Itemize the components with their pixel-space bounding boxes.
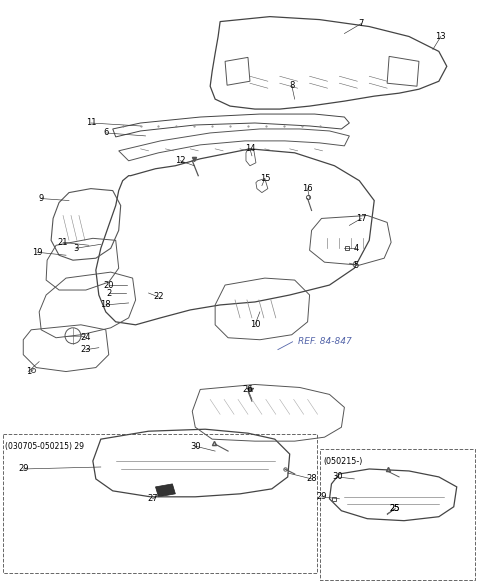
- Text: 23: 23: [81, 345, 91, 354]
- Text: 30: 30: [190, 442, 201, 450]
- Text: 11: 11: [85, 119, 96, 128]
- Text: 27: 27: [147, 495, 158, 503]
- Text: 29: 29: [18, 465, 28, 473]
- Polygon shape: [156, 484, 175, 497]
- Text: 21: 21: [58, 238, 68, 247]
- Text: 17: 17: [356, 214, 367, 223]
- Bar: [320, 449, 475, 580]
- Text: 22: 22: [153, 292, 164, 302]
- Text: 1: 1: [25, 367, 31, 376]
- Text: 15: 15: [260, 174, 270, 183]
- Text: (030705-050215) 29: (030705-050215) 29: [5, 442, 84, 451]
- Text: 25: 25: [390, 505, 400, 513]
- Text: 25: 25: [390, 505, 400, 513]
- Text: 28: 28: [306, 475, 317, 483]
- Text: 10: 10: [250, 320, 260, 329]
- Text: 30: 30: [332, 472, 343, 482]
- Text: 13: 13: [435, 32, 446, 41]
- Text: REF. 84-847: REF. 84-847: [298, 338, 351, 346]
- Text: 8: 8: [289, 81, 294, 90]
- Text: 3: 3: [73, 244, 79, 253]
- Text: 18: 18: [100, 300, 111, 309]
- Text: 14: 14: [245, 144, 255, 153]
- Text: 19: 19: [32, 248, 42, 257]
- Text: 9: 9: [38, 194, 44, 203]
- Text: 24: 24: [81, 333, 91, 342]
- Text: (050215-): (050215-): [324, 457, 363, 466]
- Text: 16: 16: [302, 184, 313, 193]
- Text: 5: 5: [354, 260, 359, 270]
- Text: 4: 4: [354, 244, 359, 253]
- Text: 26: 26: [243, 385, 253, 394]
- Text: 12: 12: [175, 156, 186, 165]
- Text: 20: 20: [104, 280, 114, 289]
- Text: 2: 2: [106, 289, 111, 298]
- Text: 29: 29: [316, 492, 327, 502]
- Text: 6: 6: [103, 128, 108, 138]
- Bar: [3, 434, 316, 573]
- Text: 7: 7: [359, 19, 364, 28]
